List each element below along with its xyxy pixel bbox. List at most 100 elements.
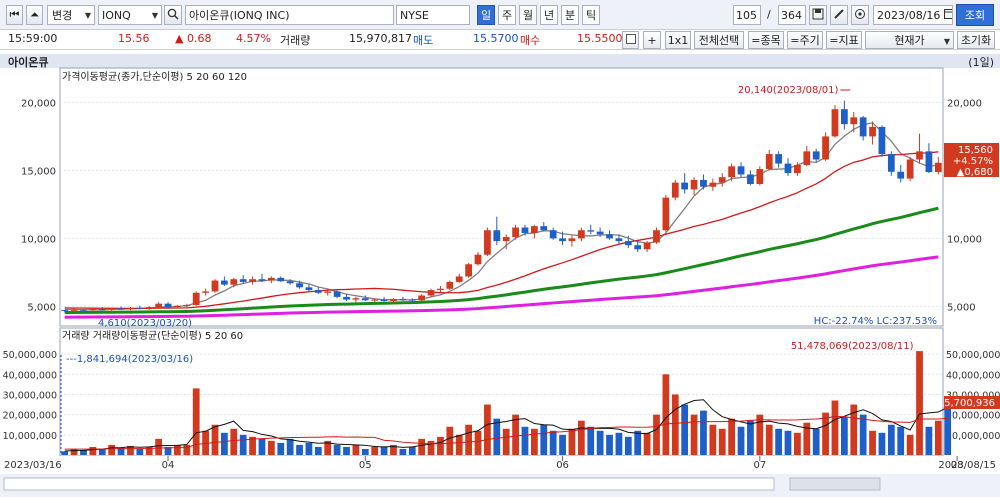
candle-body: [136, 307, 144, 309]
symbol-select[interactable]: IONQ: [98, 5, 162, 25]
candle-body: [446, 281, 454, 289]
period-button[interactable]: =주기: [787, 31, 823, 49]
volume-tick-label-left: 40,000,000: [3, 370, 57, 381]
zoom-slider: [789, 477, 881, 491]
candle-body: [559, 238, 566, 242]
volume-bar: [662, 374, 670, 455]
volume-bar: [549, 430, 557, 455]
hc-lc-text: HC:-22.74% LC:237.53%: [814, 316, 937, 327]
calendar-icon[interactable]: [944, 8, 952, 22]
volume-bar: [136, 448, 144, 455]
candle-body: [803, 151, 811, 165]
indicator-button[interactable]: =지표: [826, 31, 862, 49]
candle-body: [624, 241, 632, 246]
candle-body: [728, 166, 736, 178]
select-all-button[interactable]: 전체선택: [694, 31, 744, 49]
period-tab-4[interactable]: 분: [561, 5, 579, 25]
zoom-in-button[interactable]: +: [643, 31, 661, 49]
candle-body: [221, 280, 228, 285]
volume-bar: [352, 444, 360, 455]
volume-bar: [80, 449, 87, 455]
candle-body: [314, 290, 322, 293]
volume-bar: [70, 448, 78, 455]
volume-bar: [465, 424, 473, 455]
first-page-button[interactable]: ⏮: [6, 5, 23, 25]
volume-bar: [333, 444, 341, 455]
mode-select[interactable]: 변경: [47, 5, 95, 25]
price-tick-label-left: 20,000: [21, 98, 56, 109]
volume-bar: [127, 445, 134, 455]
candle-body: [380, 299, 388, 301]
pen-button[interactable]: [830, 5, 848, 25]
exchange-field[interactable]: NYSE: [396, 5, 470, 25]
candle-body: [408, 299, 416, 301]
candle-body: [352, 298, 360, 300]
volume-bar: [521, 426, 529, 455]
volume-bar: [559, 434, 566, 455]
candle-body: [521, 227, 529, 233]
total-input[interactable]: 364: [778, 5, 806, 25]
date-value: 2023/08/16: [877, 8, 941, 22]
save-button[interactable]: [809, 5, 827, 25]
candle-body: [784, 163, 792, 174]
volume-bar: [145, 446, 153, 455]
mode-value: 변경: [52, 9, 73, 22]
settings-button[interactable]: [851, 5, 869, 25]
volume-bar: [249, 436, 256, 455]
stock-name-value: 아이온큐(IONQ INC): [189, 9, 290, 22]
upload-button[interactable]: ⏶: [26, 5, 43, 25]
volume-bar: [239, 434, 247, 455]
volume-bar: [324, 440, 332, 455]
candle-body: [418, 295, 426, 301]
volume-label: 거래량: [280, 34, 311, 47]
ratio-button[interactable]: 1x1: [665, 31, 691, 49]
search-button[interactable]: [164, 5, 182, 25]
count-value: 105: [736, 8, 757, 22]
volume-bar: [267, 440, 275, 455]
period-tab-0[interactable]: 일: [477, 5, 495, 25]
query-button[interactable]: 조회: [956, 4, 994, 26]
candle-body: [343, 296, 350, 300]
volume-bar: [643, 432, 651, 455]
price-tick-label-left: 15,000: [21, 166, 56, 177]
x-label-month: 08: [951, 460, 964, 471]
volume-bar: [455, 434, 463, 455]
indicator-btn-label: =지표: [829, 34, 859, 47]
count-input[interactable]: 105: [733, 5, 761, 25]
date-input[interactable]: 2023/08/16: [873, 5, 953, 25]
symbol-button[interactable]: =종목: [748, 31, 784, 49]
volume-tick-label-right: 40,000,000: [946, 370, 1000, 381]
candle-body: [653, 230, 660, 243]
period-tab-5[interactable]: 틱: [582, 5, 600, 25]
volume-bar: [221, 432, 228, 455]
period-tab-2[interactable]: 월: [519, 5, 537, 25]
candle-body: [230, 279, 238, 285]
candle-body: [192, 292, 200, 306]
volume-bar: [747, 420, 754, 455]
volume-bar: [784, 430, 792, 455]
gear-icon: [854, 8, 866, 23]
bid-label: 매수: [520, 34, 541, 47]
volume-bar: [117, 447, 125, 455]
ask-label: 매도: [413, 34, 434, 47]
candle-body: [934, 162, 942, 173]
volume-bar: [540, 424, 548, 455]
candle-body: [540, 226, 548, 231]
candle-body: [681, 182, 689, 190]
volume-bar: [765, 424, 773, 455]
volume-bar: [418, 438, 426, 455]
period-tab-1[interactable]: 주: [498, 5, 516, 25]
volume-bar: [577, 420, 585, 455]
stock-name-field[interactable]: 아이온큐(IONQ INC): [185, 5, 394, 25]
checkbox-toggle[interactable]: [622, 31, 639, 49]
candle-body: [70, 309, 78, 311]
candle-body: [286, 281, 294, 284]
period-tab-3[interactable]: 년: [540, 5, 558, 25]
price-type-select[interactable]: 현재가: [865, 31, 954, 49]
candle-body: [267, 277, 275, 281]
candle-body: [465, 264, 473, 277]
reset-button[interactable]: 초기화: [957, 31, 995, 49]
volume-bar: [183, 444, 191, 455]
candle-body: [305, 287, 313, 291]
